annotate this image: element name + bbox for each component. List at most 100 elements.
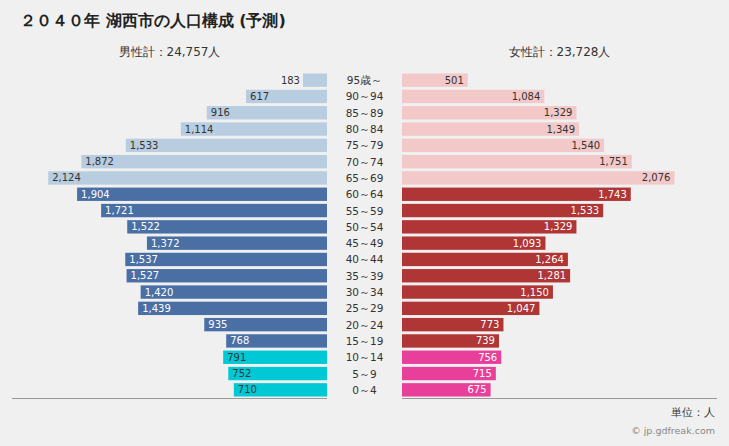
data-label: 1,721 xyxy=(105,205,134,216)
bars xyxy=(48,73,327,396)
background xyxy=(0,0,729,446)
category-label: 0～4 xyxy=(352,384,377,396)
data-label: 2,076 xyxy=(642,172,671,183)
axis-line xyxy=(402,398,717,399)
data-label: 1,533 xyxy=(571,205,600,216)
data-label: 768 xyxy=(230,335,249,346)
bar xyxy=(141,285,327,298)
bar xyxy=(77,188,327,201)
bar xyxy=(127,220,327,233)
category-label: 95歳～ xyxy=(347,74,382,86)
data-label: 935 xyxy=(208,319,227,330)
category-label: 80～84 xyxy=(346,123,384,135)
annotation: 単位：人 xyxy=(671,406,715,419)
category-label: 65～69 xyxy=(346,172,384,184)
bar xyxy=(402,253,568,266)
bar xyxy=(246,90,327,103)
category-label: 90～94 xyxy=(346,90,384,102)
chart: ２０４０年 湖西市の人口構成 (予測)男性計：24,757人女性計：23,728… xyxy=(0,0,729,446)
annotation: © jp.gdfreak.com xyxy=(631,425,715,436)
bar xyxy=(402,236,545,249)
data-label: 1,872 xyxy=(85,156,114,167)
bar xyxy=(303,73,327,86)
data-label: 501 xyxy=(445,75,464,86)
data-label: 715 xyxy=(473,368,492,379)
category-label: 5～9 xyxy=(352,368,376,380)
bar xyxy=(125,253,327,266)
data-label: 617 xyxy=(250,91,269,102)
category-label: 55～59 xyxy=(346,205,384,217)
bars xyxy=(402,73,674,396)
category-label: 70～74 xyxy=(346,156,384,168)
data-labels: 1836179161,1141,5331,8722,1241,9041,7211… xyxy=(52,75,670,396)
bar xyxy=(402,351,501,364)
data-label: 1,533 xyxy=(130,140,159,151)
category-label: 85～89 xyxy=(346,107,384,119)
data-label: 916 xyxy=(211,107,230,118)
data-label: 1,527 xyxy=(131,270,160,281)
data-label: 791 xyxy=(227,352,246,363)
bar xyxy=(402,122,579,135)
data-label: 1,281 xyxy=(537,270,566,281)
axis-line xyxy=(12,398,327,399)
data-label: 1,349 xyxy=(546,124,575,135)
data-label: 1,150 xyxy=(520,287,549,298)
bar xyxy=(402,269,570,282)
data-label: 752 xyxy=(232,368,251,379)
category-label: 35～39 xyxy=(346,270,384,282)
data-label: 1,084 xyxy=(512,91,541,102)
data-label: 710 xyxy=(238,384,257,395)
data-label: 675 xyxy=(468,384,487,395)
bar xyxy=(402,302,539,315)
data-label: 1,329 xyxy=(544,221,573,232)
bar xyxy=(181,122,327,135)
bar xyxy=(402,334,499,347)
category-label: 40～44 xyxy=(346,253,384,265)
title: ２０４０年 湖西市の人口構成 (予測) xyxy=(20,11,286,30)
bar xyxy=(402,171,674,184)
bar xyxy=(48,171,327,184)
category-label: 75～79 xyxy=(346,139,384,151)
series-label: 女性計：23,728人 xyxy=(509,45,611,59)
data-label: 1,743 xyxy=(598,189,627,200)
data-label: 1,264 xyxy=(535,254,564,265)
data-label: 1,372 xyxy=(151,238,180,249)
bar xyxy=(81,155,327,168)
bar xyxy=(402,285,553,298)
data-label: 1,093 xyxy=(513,238,542,249)
category-label: 60～64 xyxy=(346,188,384,200)
bar xyxy=(138,302,327,315)
bar xyxy=(207,106,327,119)
data-label: 1,537 xyxy=(129,254,158,265)
bar xyxy=(101,204,327,217)
category-label: 30～34 xyxy=(346,286,384,298)
bar xyxy=(228,367,327,380)
bar xyxy=(402,139,604,152)
bar xyxy=(402,155,632,168)
bar xyxy=(223,351,327,364)
bar xyxy=(402,383,491,396)
data-label: 1,329 xyxy=(544,107,573,118)
bar xyxy=(402,220,576,233)
data-label: 1,751 xyxy=(599,156,628,167)
bar xyxy=(402,73,468,86)
bar xyxy=(226,334,327,347)
data-label: 1,047 xyxy=(507,303,536,314)
bar xyxy=(126,139,327,152)
category-label: 45～49 xyxy=(346,237,384,249)
data-label: 1,420 xyxy=(145,287,174,298)
category-label: 15～19 xyxy=(346,335,384,347)
data-label: 1,439 xyxy=(142,303,171,314)
category-label: 10～14 xyxy=(346,351,384,363)
category-label: 25～29 xyxy=(346,302,384,314)
data-label: 1,522 xyxy=(131,221,160,232)
data-label: 183 xyxy=(281,75,300,86)
bar xyxy=(402,188,631,201)
data-label: 1,904 xyxy=(81,189,110,200)
data-label: 1,540 xyxy=(571,140,600,151)
category-label: 20～24 xyxy=(346,319,384,331)
data-label: 739 xyxy=(476,335,495,346)
bar xyxy=(147,236,327,249)
bar xyxy=(204,318,327,331)
category-label: 50～54 xyxy=(346,221,384,233)
